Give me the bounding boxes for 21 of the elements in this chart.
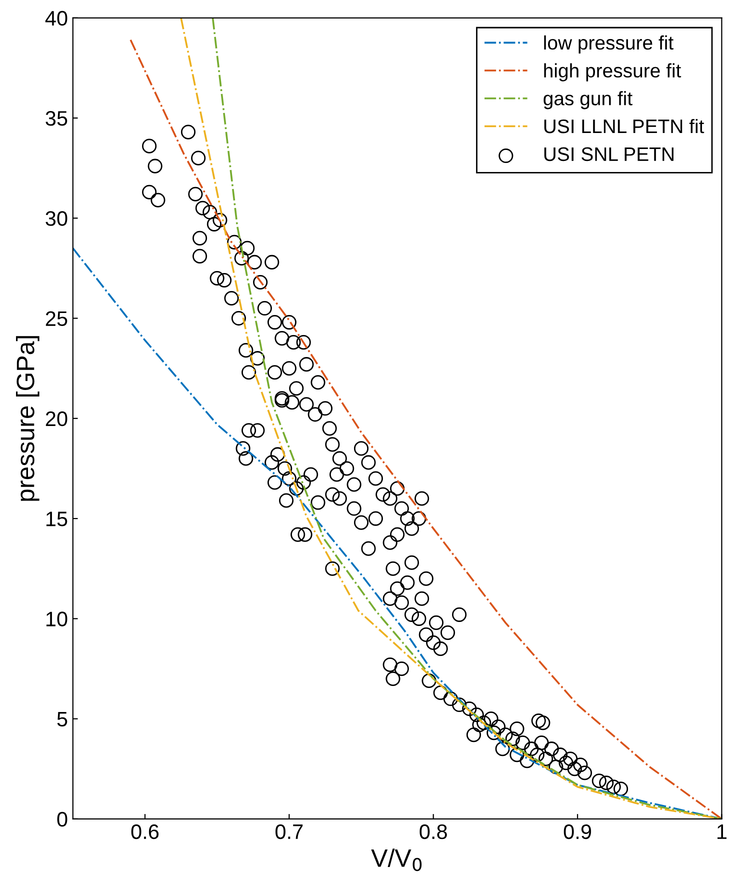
x-tick-label: 1	[718, 824, 726, 839]
legend-label: gas gun fit	[544, 91, 632, 110]
x-axis-title: V/V$_{0}$	[371, 848, 422, 872]
legend-label: USI SNL PETN	[544, 147, 674, 162]
x-tick-label: 0.7	[276, 824, 303, 840]
y-tick-label: 0	[57, 812, 68, 827]
legend-label: high pressure fit	[544, 63, 682, 82]
y-tick-label: 10	[46, 612, 68, 626]
y-tick-label: 5	[57, 712, 68, 727]
x-tick-label: 0.9	[564, 824, 592, 840]
y-tick-label: 20	[46, 411, 68, 426]
y-tick-label: 15	[46, 512, 68, 526]
x-tick-label: 0.8	[420, 824, 447, 840]
legend-label: USI LLNL PETN fit	[544, 118, 704, 134]
y-tick-label: 40	[45, 10, 68, 26]
y-tick-label: 35	[46, 111, 68, 126]
y-tick-label: 25	[46, 311, 68, 326]
x-tick-label: 0.6	[131, 824, 159, 840]
y-tick-label: 30	[46, 211, 68, 226]
legend-label: low pressure fit	[544, 35, 674, 54]
y-axis-title: pressure [GPa]	[16, 336, 40, 501]
